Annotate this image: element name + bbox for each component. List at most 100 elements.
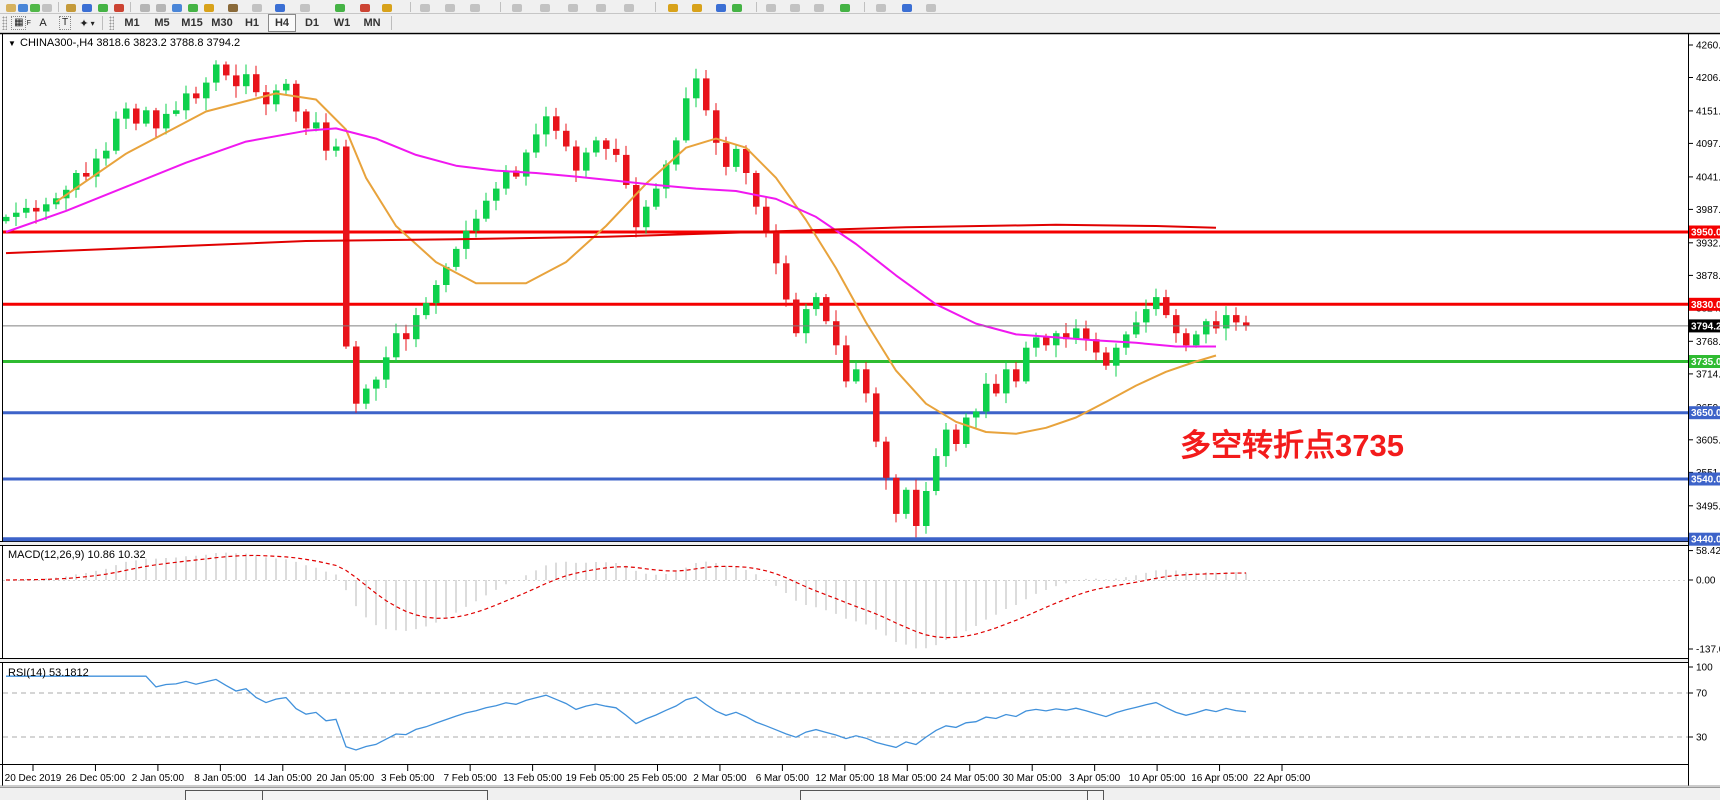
top-toolbar-strip[interactable] <box>0 0 1720 14</box>
timeframe-button-h4[interactable]: H4 <box>268 14 296 32</box>
toolbar-icon-fragment[interactable] <box>98 4 108 12</box>
timeframe-button-m15[interactable]: M15 <box>181 17 203 29</box>
macd-tick-label: 58.42 <box>1696 546 1720 557</box>
timeframe-button-h1[interactable]: H1 <box>244 17 260 29</box>
toolbar-icon-fragment[interactable] <box>790 4 800 12</box>
rsi-tick-label: 100 <box>1696 663 1713 674</box>
cutoff-window-divider <box>262 790 263 800</box>
toolbar-icon-fragment[interactable] <box>114 4 124 12</box>
toolbar-icon-fragment[interactable] <box>668 4 678 12</box>
toolbar-icon-fragment[interactable] <box>275 4 285 12</box>
price-tick-label: 3932.0 <box>1696 238 1720 249</box>
price-tick-label: 3495.5 <box>1696 501 1720 512</box>
timeframe-button-m1[interactable]: M1 <box>124 17 140 29</box>
toolbar-icon-fragment[interactable] <box>716 4 726 12</box>
horizontal-lines[interactable] <box>3 230 1688 542</box>
timeframe-button-mn[interactable]: MN <box>363 17 381 29</box>
toolbar-icon-fragment[interactable] <box>766 4 776 12</box>
timeframe-button-d1[interactable]: D1 <box>304 17 320 29</box>
toolbar-icon-fragment[interactable] <box>30 4 40 12</box>
toolbar-icon-fragment[interactable] <box>420 4 430 12</box>
time-tick-label: 20 Dec 2019 <box>5 773 62 784</box>
toolbar-icon-fragment[interactable] <box>540 4 550 12</box>
toolbar-icon-fragment[interactable] <box>596 4 606 12</box>
toolbar-icon-fragment[interactable] <box>732 4 742 12</box>
toolbar-icon-fragment[interactable] <box>82 4 92 12</box>
ma-fast-line[interactable] <box>55 92 1217 435</box>
toolbar-icon-fragment[interactable] <box>204 4 214 12</box>
chart-header: ▼ CHINA300-,H4 3818.6 3823.2 3788.8 3794.… <box>8 37 240 49</box>
macd-signal-line <box>5 554 1247 639</box>
toolbar-icon-fragment[interactable] <box>624 4 634 12</box>
toolbar-grip[interactable] <box>2 16 7 30</box>
price-tick-label: 4097.0 <box>1696 139 1720 150</box>
timeframe-button-m5[interactable]: M5 <box>154 17 170 29</box>
toolbar-icon-fragment[interactable] <box>188 4 198 12</box>
chart-canvas[interactable]: 多空转折点3735 ▼ CHINA300-,H4 3818.6 3823.2 378… <box>0 32 1720 800</box>
toolbar-grip-2[interactable] <box>109 16 114 30</box>
timeframe-button-m30[interactable]: M30 <box>211 17 233 29</box>
text-label-icon[interactable]: A <box>39 17 47 29</box>
candles-layer[interactable] <box>3 60 1250 538</box>
price-level-badge: 3440.0 <box>1689 532 1720 546</box>
toolbar-icon-fragment[interactable] <box>902 4 912 12</box>
ma-mid-line[interactable] <box>5 127 1216 348</box>
time-tick-label: 8 Jan 05:00 <box>194 773 247 784</box>
rsi-tick-label: 70 <box>1696 689 1708 700</box>
time-tick-label: 3 Apr 05:00 <box>1069 773 1121 784</box>
toolbar-fragment-separator <box>130 2 131 12</box>
cutoff-window-divider <box>1087 790 1088 800</box>
shapes-dropdown-icon[interactable]: ✦ ▾ <box>79 17 95 30</box>
cutoff-window-box[interactable] <box>185 790 488 800</box>
price-axis[interactable]: 4260.5 4206.5 4151.0 4097.0 4041.5 3987.5 3932… <box>1688 41 1720 744</box>
toolbar-icon-fragment[interactable] <box>382 4 392 12</box>
toolbar-icon-fragment[interactable] <box>140 4 150 12</box>
toolbar-icon-fragment[interactable] <box>300 4 310 12</box>
price-level-badge: 3794.2 <box>1689 319 1720 333</box>
toolbar-icon-fragment[interactable] <box>840 4 850 12</box>
timeframe-button-w1[interactable]: W1 <box>333 17 351 29</box>
toolbar-icon-fragment[interactable] <box>445 4 455 12</box>
toolbar-icon-fragment[interactable] <box>876 4 886 12</box>
toolbar-icon-fragment[interactable] <box>568 4 578 12</box>
svg-text:3735.0: 3735.0 <box>1691 357 1720 368</box>
toolbar-icon-fragment[interactable] <box>156 4 166 12</box>
toolbar-row: ▦ F A T ✦ ▾ M1 M5 M15 M30 H1 H4 D1 W1 MN <box>0 14 1720 33</box>
ma-slow-line[interactable] <box>5 223 1217 255</box>
bottom-window-edge[interactable] <box>0 787 1720 800</box>
time-tick-label: 18 Mar 05:00 <box>878 773 937 784</box>
price-tick-label: 3714.5 <box>1696 369 1720 380</box>
toolbar-icon-fragment[interactable] <box>926 4 936 12</box>
toolbar-icon-fragment[interactable] <box>66 4 76 12</box>
toolbar-fragment-separator <box>655 2 656 12</box>
toolbar-icon-fragment[interactable] <box>228 4 238 12</box>
toolbar-icon-fragment[interactable] <box>172 4 182 12</box>
cutoff-window-box[interactable] <box>800 790 1104 800</box>
toolbar-icon-fragment[interactable] <box>512 4 522 12</box>
timeframe-group: M1 M5 M15 M30 H1 H4 D1 W1 MN <box>117 14 387 32</box>
time-axis[interactable]: 20 Dec 2019 26 Dec 05:00 2 Jan 05:00 8 Jan … <box>5 765 1311 784</box>
crosshair-grid-icon[interactable]: ▦ F <box>11 15 31 31</box>
toolbar-icon-fragment[interactable] <box>42 4 52 12</box>
symbol-ohlc-label: CHINA300-,H4 3818.6 3823.2 3788.8 3794.2 <box>20 37 240 49</box>
symbol-dropdown-icon[interactable]: ▼ <box>8 39 16 48</box>
toolbar-icon-fragment[interactable] <box>6 4 16 12</box>
time-tick-label: 7 Feb 05:00 <box>443 773 497 784</box>
text-tool-icon[interactable]: T <box>55 15 75 31</box>
rsi-label: RSI(14) 53.1812 <box>8 667 89 679</box>
macd-tick-label: 0.00 <box>1696 576 1716 587</box>
toolbar-icon-fragment[interactable] <box>814 4 824 12</box>
rsi-line <box>6 675 1247 751</box>
toolbar-icon-fragment[interactable] <box>470 4 480 12</box>
toolbar-icon-fragment[interactable] <box>335 4 345 12</box>
toolbar-icon-fragment[interactable] <box>18 4 28 12</box>
toolbar-icon-fragment[interactable] <box>692 4 702 12</box>
price-level-badge: 3540.0 <box>1689 472 1720 486</box>
time-tick-label: 3 Feb 05:00 <box>381 773 435 784</box>
time-tick-label: 24 Mar 05:00 <box>940 773 999 784</box>
toolbar-icon-fragment[interactable] <box>252 4 262 12</box>
toolbar-icon-fragment[interactable] <box>360 4 370 12</box>
time-tick-label: 22 Apr 05:00 <box>1254 773 1311 784</box>
price-level-badge: 3950.0 <box>1689 225 1720 239</box>
